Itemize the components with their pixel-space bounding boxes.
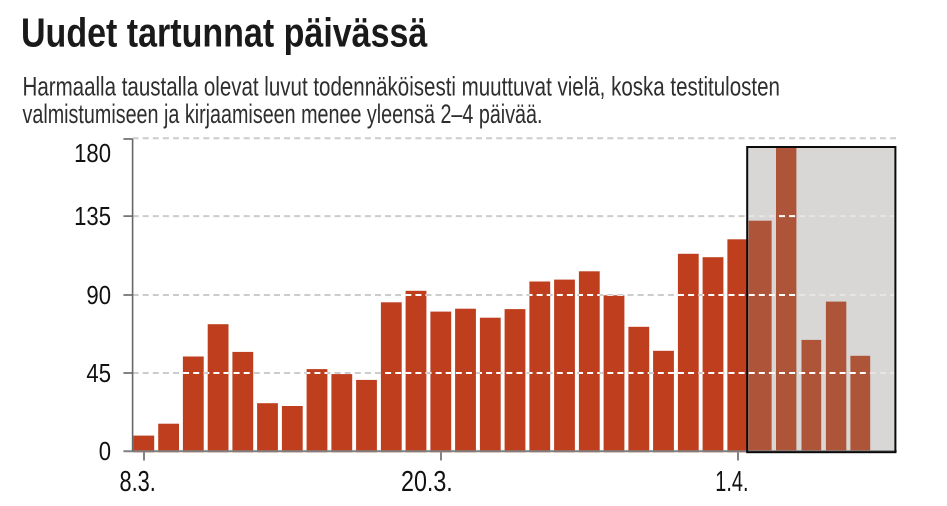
- svg-text:20.3.: 20.3.: [401, 465, 453, 498]
- svg-text:Uudet tartunnat päivässä: Uudet tartunnat päivässä: [21, 10, 428, 56]
- svg-text:135: 135: [74, 202, 111, 231]
- svg-text:90: 90: [86, 281, 111, 310]
- svg-text:Harmaalla taustalla olevat luv: Harmaalla taustalla olevat luvut todennä…: [23, 73, 780, 102]
- svg-text:8.3.: 8.3.: [120, 466, 156, 498]
- svg-text:45: 45: [86, 359, 111, 388]
- svg-text:0: 0: [99, 437, 111, 466]
- svg-text:180: 180: [74, 139, 111, 168]
- svg-text:valmistumiseen ja kirjaamiseen: valmistumiseen ja kirjaamiseen menee yle…: [23, 99, 543, 128]
- svg-text:1.4.: 1.4.: [715, 465, 748, 498]
